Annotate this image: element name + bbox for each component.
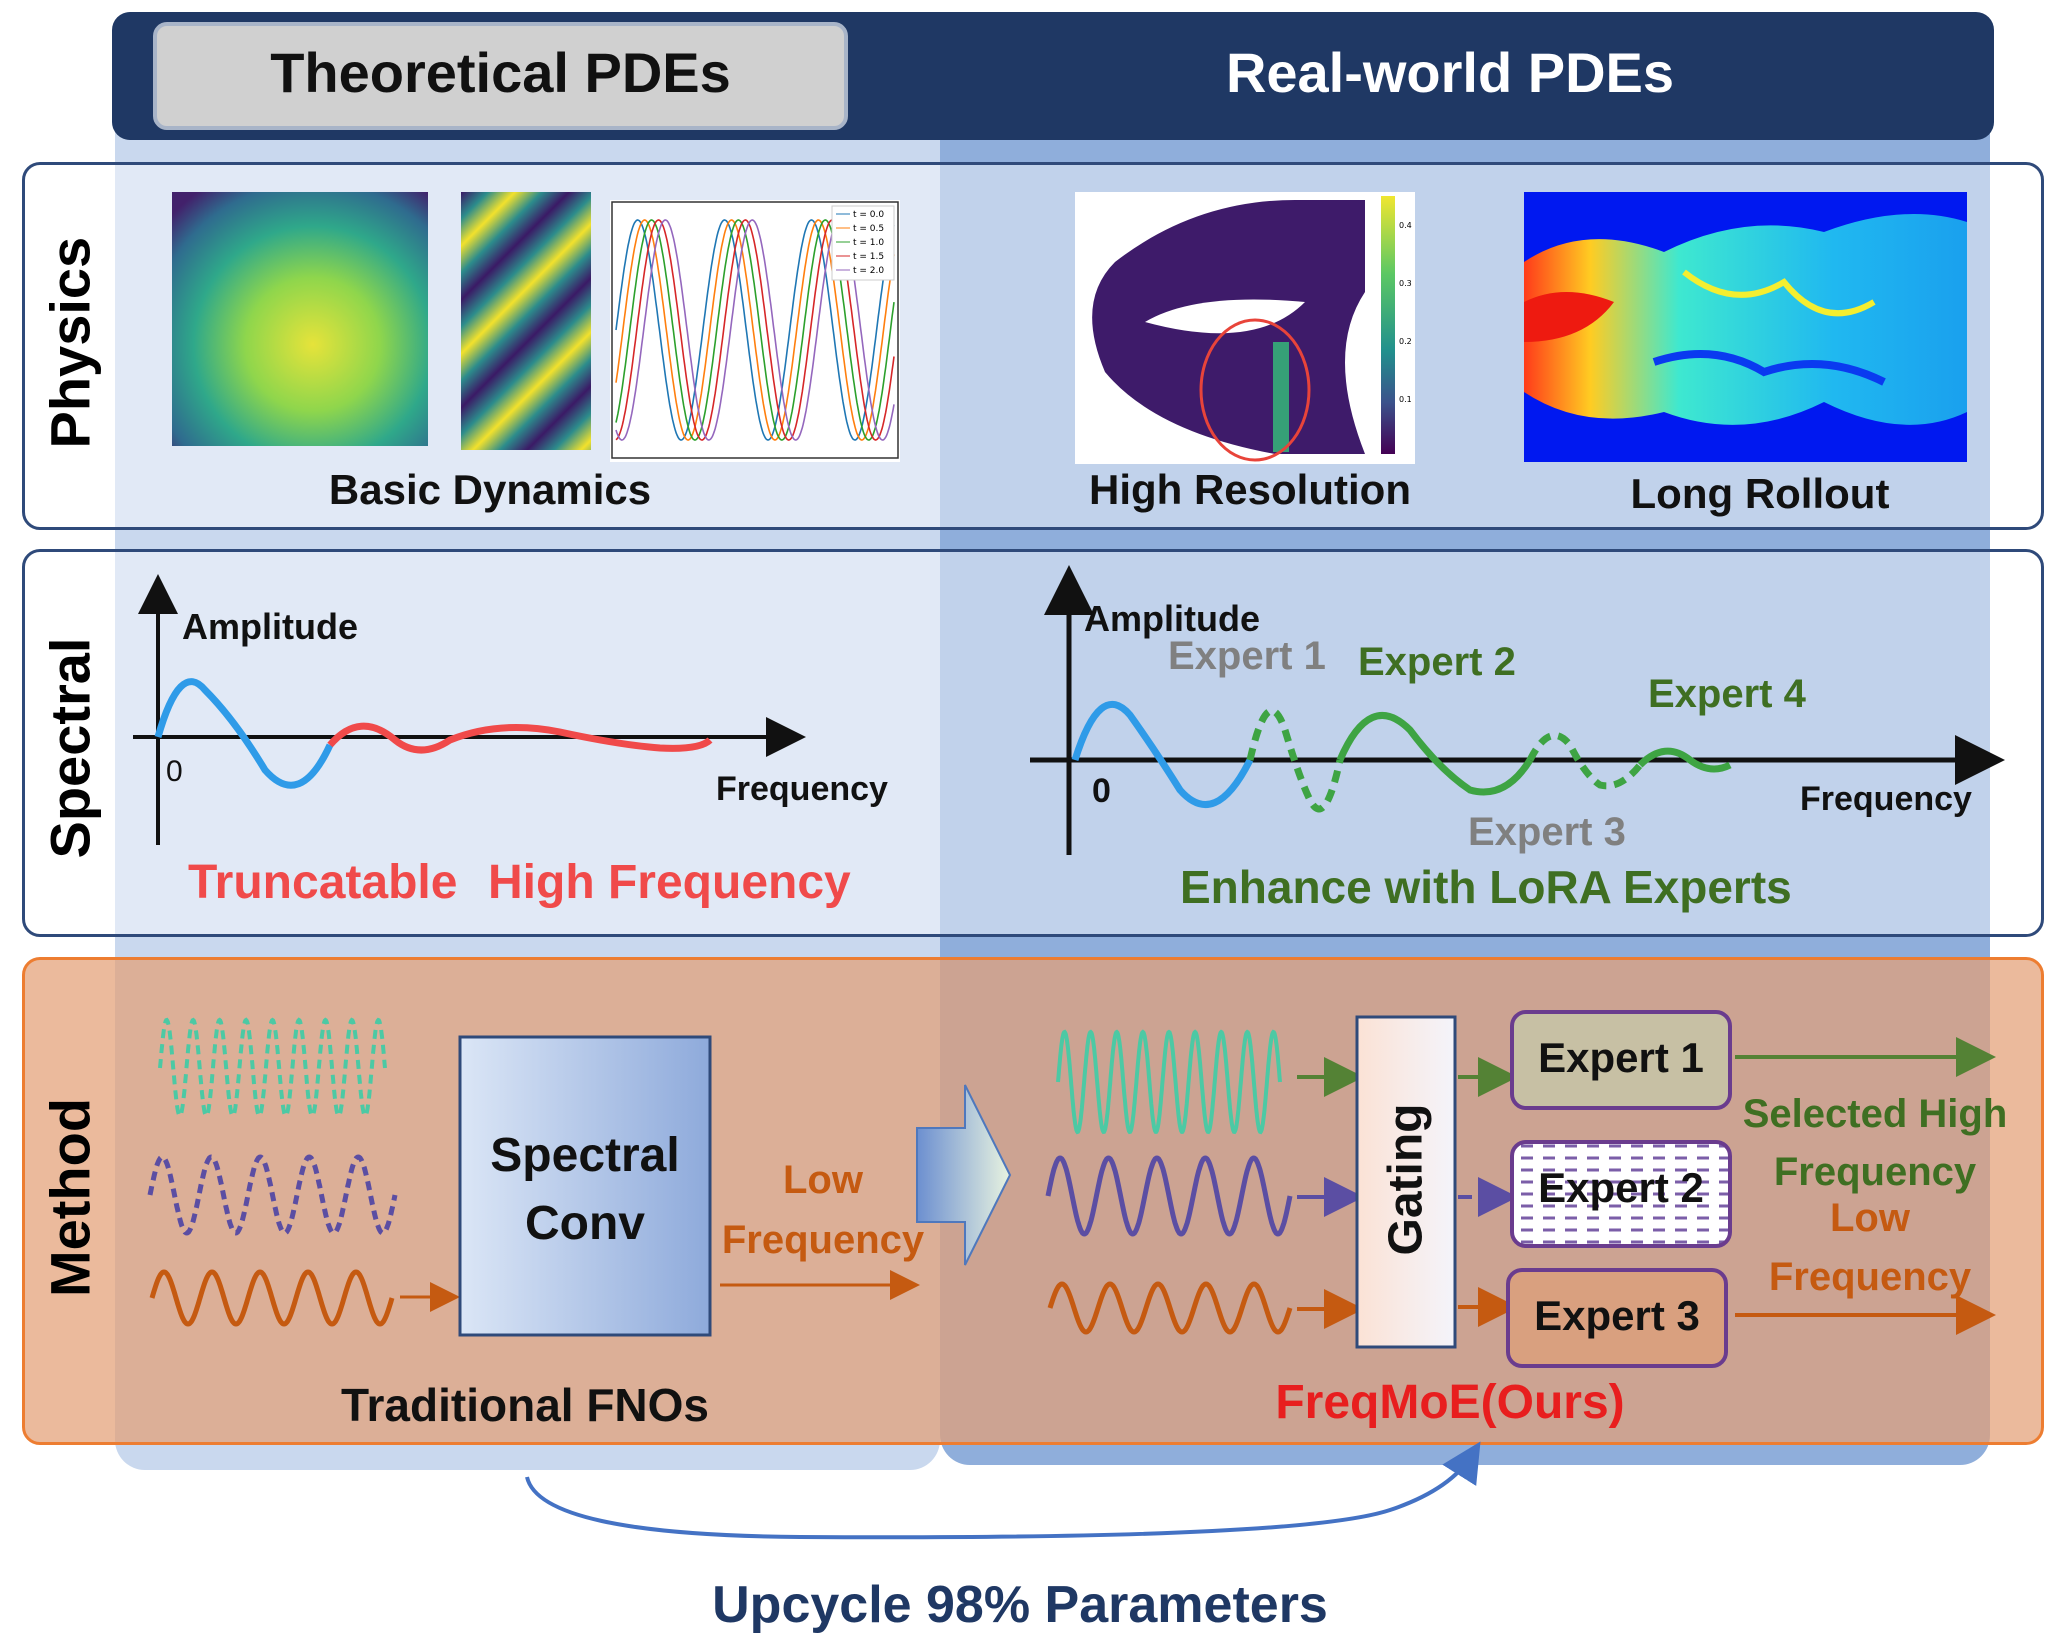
expert3-label: Expert 3: [1534, 1292, 1700, 1339]
upcycle-caption: Upcycle 98% Parameters: [712, 1576, 1328, 1634]
legend-t3: t = 1.5: [853, 252, 884, 262]
spectral-conv-label-1: Spectral: [490, 1129, 680, 1182]
sine-line-1: [615, 219, 895, 441]
highlight-circle: [1199, 318, 1311, 462]
stripes-image: [461, 192, 591, 450]
selected-high-label-1: Selected High: [1742, 1092, 2008, 1136]
low-label-1: Low: [1830, 1196, 1910, 1240]
low-frequency-label-2: Frequency: [721, 1218, 925, 1262]
high-frequency-caption: High Frequency: [488, 856, 851, 909]
left-origin-label: 0: [166, 755, 183, 788]
expert2-box: [1510, 1140, 1732, 1248]
colorbar-tick-3: 0.2: [1399, 337, 1412, 346]
right-expert3-wave: [1526, 732, 1643, 790]
tab-realworld-label[interactable]: Real-world PDEs: [1225, 41, 1675, 104]
basic-dynamics-caption: Basic Dynamics: [328, 466, 652, 513]
wave-left-teal-path: [158, 1017, 387, 1119]
airfoil-image: 0.4 0.3 0.2 0.1: [1075, 192, 1415, 464]
left-purple-wave: [147, 1154, 398, 1236]
low-frequency-label-1: Low: [783, 1158, 863, 1202]
legend-t0: t = 0.0: [853, 210, 884, 220]
spectral-expert4-label: Expert 4: [1648, 672, 1806, 716]
legend-t2: t = 1.0: [853, 238, 884, 248]
left-low-wave: [154, 678, 334, 789]
wave-right-teal-path: [1056, 1029, 1282, 1135]
sine-line-2: [615, 219, 895, 441]
colorbar-tick-1: 0.4: [1399, 221, 1412, 230]
left-teal-wave: [158, 1017, 387, 1119]
right-expert2-wave: [1336, 711, 1533, 796]
right-teal-wave: [1056, 1029, 1282, 1135]
sine-plot-legend: t = 0.0 t = 0.5 t = 1.0 t = 1.5 t = 2.0: [831, 205, 895, 281]
heatmap-image: [172, 192, 428, 446]
high-resolution-caption: High Resolution: [1089, 466, 1411, 513]
sine-plot-image: t = 0.0 t = 0.5 t = 1.0 t = 1.5 t = 2.0: [610, 200, 900, 462]
tab-theoretical[interactable]: [153, 22, 848, 130]
upgrade-big-arrow: [916, 1084, 1012, 1266]
right-expert1-wave: [1246, 707, 1344, 813]
gating-label: Gating: [1379, 1103, 1433, 1256]
right-expert4-wave: [1637, 747, 1732, 773]
right-blue-wave: [1071, 700, 1254, 809]
expert1-label: Expert 1: [1538, 1034, 1704, 1081]
left-orange-wave: [149, 1269, 395, 1327]
traditional-fnos-caption: Traditional FNOs: [340, 1379, 710, 1431]
left-amplitude-label: Amplitude: [182, 606, 358, 647]
tab-theoretical-label: Theoretical PDEs: [270, 41, 731, 104]
legend-t1: t = 0.5: [853, 224, 884, 234]
spectral-panel: [22, 549, 2044, 937]
right-purple-wave: [1045, 1155, 1293, 1237]
spectral-expert3-label: Expert 3: [1468, 810, 1626, 854]
sine-line-0: [615, 219, 895, 441]
spectral-expert1-label: Expert 1: [1168, 634, 1326, 678]
gating-box: [1355, 1015, 1457, 1349]
left-high-wave: [327, 722, 713, 754]
right-origin-label: 0: [1092, 772, 1111, 810]
long-rollout-caption: Long Rollout: [1630, 470, 1890, 517]
left-frequency-label: Frequency: [716, 770, 888, 808]
wave-right-orange-path: [1047, 1281, 1293, 1335]
spectral-conv-label-2: Conv: [525, 1197, 645, 1250]
expert3-box: [1506, 1268, 1728, 1368]
colorbar-tick-2: 0.3: [1399, 279, 1412, 288]
expert1-box: [1510, 1010, 1732, 1110]
right-orange-wave: [1047, 1281, 1293, 1335]
low-label-2: Frequency: [1768, 1255, 1972, 1299]
legend-t4: t = 2.0: [853, 266, 884, 276]
selected-high-label-2: Frequency: [1773, 1150, 1977, 1194]
spectral-conv-box: [458, 1035, 712, 1337]
expert2-label: Expert 2: [1538, 1164, 1704, 1211]
wave-left-orange-path: [149, 1269, 395, 1327]
spectral-expert2-label: Expert 2: [1358, 640, 1516, 684]
right-amplitude-label: Amplitude: [1084, 598, 1260, 639]
wave-left-purple-path: [147, 1154, 398, 1236]
truncatable-caption: Truncatable: [188, 856, 458, 909]
right-frequency-label: Frequency: [1800, 780, 1972, 818]
wave-right-purple-path: [1045, 1155, 1293, 1237]
colorbar-tick-4: 0.1: [1399, 395, 1412, 404]
freqmoe-caption: FreqMoE(Ours): [1275, 1376, 1625, 1429]
upcycle-curve-arrow: [525, 1441, 1481, 1540]
turbulence-image: [1524, 192, 1967, 462]
lora-experts-caption: Enhance with LoRA Experts: [1180, 861, 1792, 913]
